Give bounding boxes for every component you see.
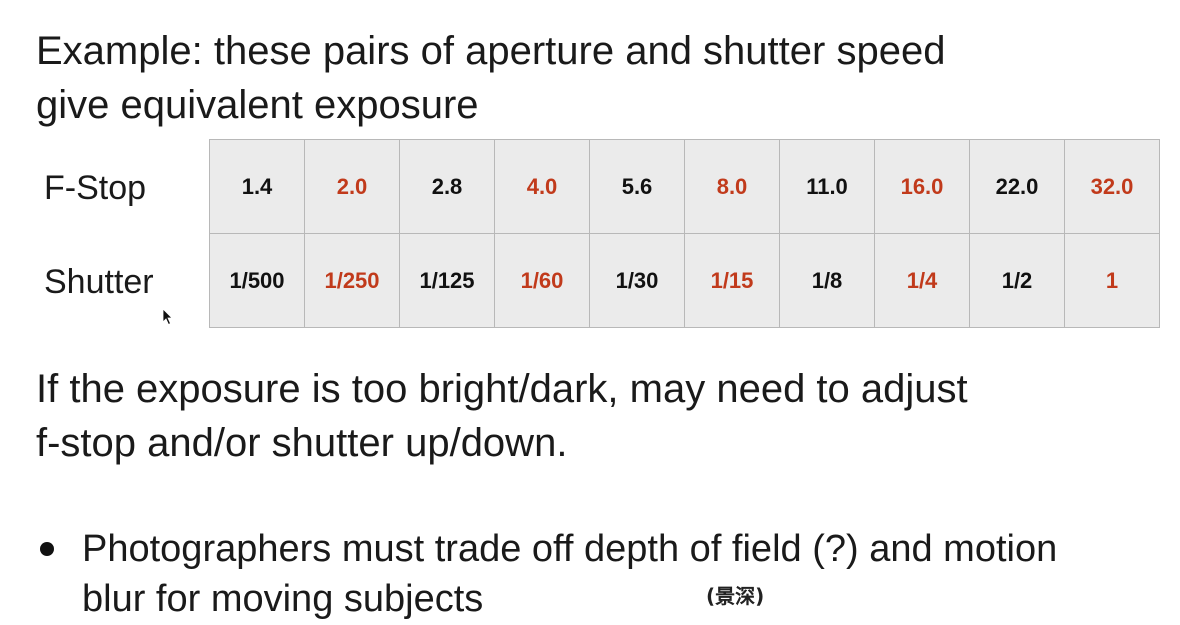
shutter-cell: 1/500 <box>209 233 305 328</box>
fstop-cell: 2.8 <box>399 139 495 234</box>
fstop-row-label: F-Stop <box>44 169 147 207</box>
shutter-cell: 1/30 <box>589 233 685 328</box>
fstop-cell: 8.0 <box>684 139 780 234</box>
bullet-text-line-2: blur for moving subjects <box>82 578 484 620</box>
bullet-dot-icon <box>40 542 54 556</box>
fstop-cell: 5.6 <box>589 139 685 234</box>
fstop-cell: 22.0 <box>969 139 1065 234</box>
fstop-cell: 4.0 <box>494 139 590 234</box>
adjust-paragraph-line-1: If the exposure is too bright/dark, may … <box>36 367 968 411</box>
adjust-paragraph: If the exposure is too bright/dark, may … <box>36 362 968 470</box>
shutter-row: 1/500 1/250 1/125 1/60 1/30 1/15 1/8 1/4… <box>209 233 1160 328</box>
depth-of-field-annotation: (景深) <box>706 584 765 608</box>
exposure-table: 1.4 2.0 2.8 4.0 5.6 8.0 11.0 16.0 22.0 3… <box>209 139 1160 328</box>
fstop-cell: 2.0 <box>304 139 400 234</box>
fstop-cell: 16.0 <box>874 139 970 234</box>
shutter-cell: 1 <box>1064 233 1160 328</box>
fstop-cell: 32.0 <box>1064 139 1160 234</box>
slide-title: Example: these pairs of aperture and shu… <box>36 24 1136 132</box>
fstop-cell: 1.4 <box>209 139 305 234</box>
bullet-text-line-1: Photographers must trade off depth of fi… <box>82 528 1058 570</box>
shutter-cell: 1/250 <box>304 233 400 328</box>
slide-title-line-1: Example: these pairs of aperture and shu… <box>36 29 946 73</box>
adjust-paragraph-line-2: f-stop and/or shutter up/down. <box>36 421 568 465</box>
fstop-row: 1.4 2.0 2.8 4.0 5.6 8.0 11.0 16.0 22.0 3… <box>209 139 1160 234</box>
shutter-cell: 1/125 <box>399 233 495 328</box>
shutter-cell: 1/4 <box>874 233 970 328</box>
shutter-cell: 1/8 <box>779 233 875 328</box>
shutter-cell: 1/2 <box>969 233 1065 328</box>
fstop-cell: 11.0 <box>779 139 875 234</box>
slide-title-line-2: give equivalent exposure <box>36 83 479 127</box>
bullet-text: Photographers must trade off depth of fi… <box>82 524 1162 624</box>
shutter-cell: 1/15 <box>684 233 780 328</box>
mouse-pointer-icon <box>162 308 173 326</box>
shutter-cell: 1/60 <box>494 233 590 328</box>
shutter-row-label: Shutter <box>44 263 154 301</box>
